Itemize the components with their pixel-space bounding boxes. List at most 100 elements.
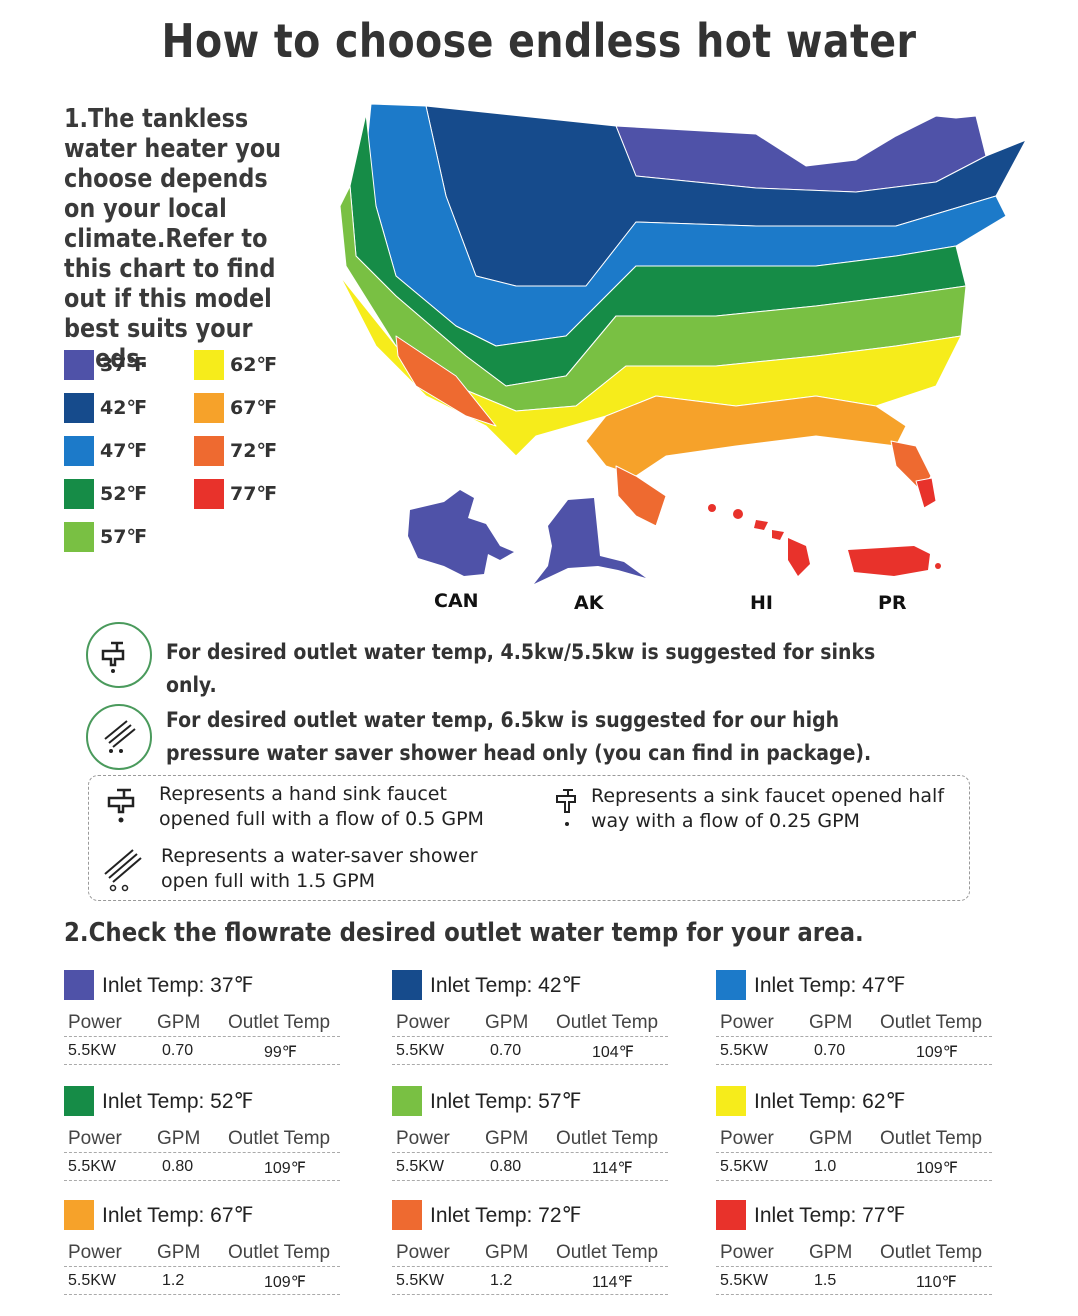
gpm-value: 1.2 xyxy=(162,1272,185,1289)
power-value: 5.5KW xyxy=(68,1042,117,1059)
outlet-header: Outlet Temp xyxy=(880,1012,983,1033)
power-header: Power xyxy=(720,1242,774,1263)
outlet-header: Outlet Temp xyxy=(556,1128,659,1149)
legend-swatch xyxy=(64,393,94,423)
power-header: Power xyxy=(720,1128,774,1149)
divider xyxy=(64,1152,340,1153)
gpm-value: 0.70 xyxy=(490,1042,522,1059)
shower-head-icon xyxy=(86,704,152,770)
divider xyxy=(64,1180,340,1181)
divider xyxy=(716,1036,992,1037)
note-shower: For desired outlet water temp, 6.5kw is … xyxy=(86,704,1006,770)
legend-item-72: 72℉ xyxy=(194,436,277,466)
legend-item-67: 67℉ xyxy=(194,393,277,423)
card-swatch xyxy=(716,1086,746,1116)
note-text: For desired outlet water temp, 6.5kw is … xyxy=(166,708,872,765)
outlet-value: 114℉ xyxy=(592,1274,633,1291)
flowrate-card: Inlet Temp: 57℉ Power GPM Outlet Temp 5.5KW 0… xyxy=(392,1086,672,1196)
outlet-value: 109℉ xyxy=(916,1044,958,1061)
power-value: 5.5KW xyxy=(396,1272,445,1289)
divider xyxy=(716,1294,992,1295)
legend-item-62: 62℉ xyxy=(194,350,277,380)
legend-swatch xyxy=(194,350,224,380)
card-swatch xyxy=(392,1086,422,1116)
legend-swatch xyxy=(64,522,94,552)
power-header: Power xyxy=(396,1128,450,1149)
inlet-temp-label: Inlet Temp: 57℉ xyxy=(430,1089,582,1113)
power-header: Power xyxy=(720,1012,774,1033)
card-header: Inlet Temp: 72℉ xyxy=(392,1200,672,1230)
gpm-header: GPM xyxy=(485,1128,529,1149)
flowrate-card: Inlet Temp: 52℉ Power GPM Outlet Temp 5.5KW 0… xyxy=(64,1086,344,1196)
temperature-legend: 37℉ 42℉ 47℉ 52℉ 57℉ 62℉ 67℉ 72℉ 77℉ xyxy=(64,350,324,560)
divider xyxy=(392,1152,668,1153)
outlet-header: Outlet Temp xyxy=(228,1012,331,1033)
power-value: 5.5KW xyxy=(396,1042,445,1059)
legend-swatch xyxy=(194,479,224,509)
legend-swatch xyxy=(64,350,94,380)
key-full-faucet: Represents a hand sink faucet opened ful… xyxy=(103,782,509,832)
outlet-value: 104℉ xyxy=(592,1044,634,1061)
outlet-value: 109℉ xyxy=(916,1160,958,1177)
flowrate-card: Inlet Temp: 47℉ Power GPM Outlet Temp 5.5KW 0… xyxy=(716,970,996,1080)
card-header: Inlet Temp: 42℉ xyxy=(392,970,672,1000)
gpm-value: 0.70 xyxy=(162,1042,194,1059)
card-swatch xyxy=(716,970,746,1000)
legend-swatch xyxy=(194,436,224,466)
gpm-value: 1.5 xyxy=(814,1272,837,1289)
page-title: How to choose endless hot water xyxy=(161,14,917,68)
power-value: 5.5KW xyxy=(720,1158,769,1175)
divider xyxy=(64,1064,340,1065)
divider xyxy=(392,1036,668,1037)
power-value: 5.5KW xyxy=(720,1272,769,1289)
power-value: 5.5KW xyxy=(396,1158,445,1175)
gpm-value: 0.80 xyxy=(490,1158,522,1175)
power-value: 5.5KW xyxy=(68,1158,117,1175)
region-label-ak: AK xyxy=(574,592,604,614)
map-zone-62 xyxy=(339,275,962,457)
inlet-temp-label: Inlet Temp: 72℉ xyxy=(430,1203,582,1227)
divider xyxy=(716,1266,992,1267)
card-swatch xyxy=(64,1086,94,1116)
outlet-value: 110℉ xyxy=(916,1274,957,1291)
gpm-header: GPM xyxy=(809,1012,853,1033)
hawaii-map xyxy=(708,504,810,576)
card-header: Inlet Temp: 57℉ xyxy=(392,1086,672,1116)
legend-swatch xyxy=(64,479,94,509)
gpm-value: 0.70 xyxy=(814,1042,846,1059)
shower-head-icon xyxy=(104,849,142,892)
inlet-temp-label: Inlet Temp: 47℉ xyxy=(754,973,906,997)
gpm-header: GPM xyxy=(485,1012,529,1033)
divider xyxy=(716,1064,992,1065)
outlet-value: 99℉ xyxy=(264,1044,298,1061)
gpm-header: GPM xyxy=(485,1242,529,1263)
inlet-temp-label: Inlet Temp: 37℉ xyxy=(102,973,254,997)
legend-swatch xyxy=(64,436,94,466)
inlet-temp-label: Inlet Temp: 67℉ xyxy=(102,1203,254,1227)
gpm-header: GPM xyxy=(157,1012,201,1033)
divider xyxy=(392,1064,668,1065)
divider xyxy=(392,1180,668,1181)
power-header: Power xyxy=(68,1012,122,1033)
gpm-header: GPM xyxy=(809,1128,853,1149)
faucet-icon xyxy=(107,788,135,823)
note-sinks: For desired outlet water temp, 4.5kw/5.5… xyxy=(86,622,1006,702)
divider xyxy=(392,1294,668,1295)
gpm-header: GPM xyxy=(157,1242,201,1263)
card-swatch xyxy=(64,1200,94,1230)
divider xyxy=(64,1036,340,1037)
legend-swatch xyxy=(194,393,224,423)
gpm-header: GPM xyxy=(809,1242,853,1263)
legend-item-77: 77℉ xyxy=(194,479,277,509)
divider xyxy=(64,1294,340,1295)
puerto-rico-map xyxy=(848,546,941,576)
key-half-faucet: Represents a sink faucet opened half way… xyxy=(553,784,961,834)
note-text: For desired outlet water temp, 4.5kw/5.5… xyxy=(166,640,876,697)
map-zone-67 xyxy=(585,395,907,477)
gpm-value: 0.80 xyxy=(162,1158,194,1175)
canada-map xyxy=(408,490,514,576)
outlet-value: 109℉ xyxy=(264,1274,306,1291)
gpm-value: 1.2 xyxy=(490,1272,513,1289)
outlet-header: Outlet Temp xyxy=(228,1242,331,1263)
gpm-header: GPM xyxy=(157,1128,201,1149)
